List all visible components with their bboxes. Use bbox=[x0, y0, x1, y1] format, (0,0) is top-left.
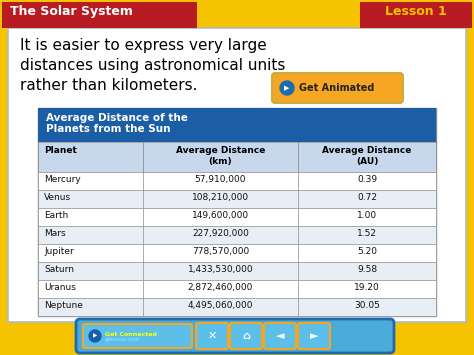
Bar bbox=[298, 226, 436, 244]
Bar bbox=[38, 142, 143, 172]
Circle shape bbox=[280, 81, 294, 95]
Bar bbox=[143, 172, 298, 190]
Text: Venus: Venus bbox=[44, 193, 71, 202]
Bar bbox=[38, 108, 436, 142]
Text: 9.58: 9.58 bbox=[357, 265, 377, 274]
Bar bbox=[38, 262, 143, 280]
Text: 108,210,000: 108,210,000 bbox=[192, 193, 249, 202]
Bar bbox=[143, 244, 298, 262]
Text: Planet: Planet bbox=[44, 146, 77, 155]
Bar bbox=[8, 28, 466, 322]
Text: Uranus: Uranus bbox=[44, 283, 76, 292]
Bar bbox=[298, 262, 436, 280]
Text: Saturn: Saturn bbox=[44, 265, 74, 274]
Text: Earth: Earth bbox=[44, 211, 68, 220]
Text: 2,872,460,000: 2,872,460,000 bbox=[188, 283, 253, 292]
Text: 19.20: 19.20 bbox=[354, 283, 380, 292]
Circle shape bbox=[89, 330, 101, 342]
Text: Mercury: Mercury bbox=[44, 175, 81, 184]
Text: 1.52: 1.52 bbox=[357, 229, 377, 238]
Text: It is easier to express very large: It is easier to express very large bbox=[20, 38, 267, 53]
Bar bbox=[298, 244, 436, 262]
Text: ►: ► bbox=[310, 331, 318, 341]
Bar bbox=[38, 298, 143, 316]
Text: 57,910,000: 57,910,000 bbox=[195, 175, 246, 184]
Bar bbox=[38, 108, 436, 316]
Bar bbox=[2, 2, 197, 28]
Bar bbox=[298, 190, 436, 208]
Text: 30.05: 30.05 bbox=[354, 301, 380, 310]
Bar bbox=[143, 190, 298, 208]
Text: Average Distance
(km): Average Distance (km) bbox=[176, 146, 265, 166]
Text: Mars: Mars bbox=[44, 229, 65, 238]
FancyBboxPatch shape bbox=[83, 324, 192, 348]
FancyBboxPatch shape bbox=[264, 323, 296, 349]
Text: ◄: ◄ bbox=[276, 331, 284, 341]
Bar bbox=[38, 226, 143, 244]
Text: ▶: ▶ bbox=[284, 85, 290, 91]
Text: ✕: ✕ bbox=[207, 331, 217, 341]
Text: ▶: ▶ bbox=[93, 333, 97, 339]
Text: Get Connected: Get Connected bbox=[105, 332, 157, 337]
Bar bbox=[38, 244, 143, 262]
Text: rather than kilometers.: rather than kilometers. bbox=[20, 78, 198, 93]
Text: Lesson 1: Lesson 1 bbox=[385, 5, 447, 18]
Text: Planets from the Sun: Planets from the Sun bbox=[46, 124, 171, 134]
FancyBboxPatch shape bbox=[76, 319, 394, 353]
Bar bbox=[38, 208, 143, 226]
Text: glencoe.com: glencoe.com bbox=[105, 338, 140, 343]
Text: 0.39: 0.39 bbox=[357, 175, 377, 184]
Bar bbox=[298, 142, 436, 172]
Bar bbox=[143, 142, 298, 172]
Text: 149,600,000: 149,600,000 bbox=[192, 211, 249, 220]
Text: Jupiter: Jupiter bbox=[44, 247, 74, 256]
Bar bbox=[360, 2, 472, 28]
Bar bbox=[298, 208, 436, 226]
Text: The Solar System: The Solar System bbox=[10, 5, 133, 18]
Bar bbox=[38, 172, 143, 190]
Bar bbox=[38, 190, 143, 208]
FancyBboxPatch shape bbox=[230, 323, 262, 349]
Text: 1,433,530,000: 1,433,530,000 bbox=[188, 265, 253, 274]
Text: 0.72: 0.72 bbox=[357, 193, 377, 202]
Text: 778,570,000: 778,570,000 bbox=[192, 247, 249, 256]
Bar bbox=[298, 298, 436, 316]
Bar bbox=[143, 262, 298, 280]
Text: 227,920,000: 227,920,000 bbox=[192, 229, 249, 238]
Text: ⌂: ⌂ bbox=[242, 331, 250, 341]
FancyBboxPatch shape bbox=[272, 73, 403, 103]
Text: 5.20: 5.20 bbox=[357, 247, 377, 256]
FancyBboxPatch shape bbox=[298, 323, 330, 349]
Bar bbox=[38, 280, 143, 298]
Bar bbox=[298, 172, 436, 190]
Bar bbox=[143, 226, 298, 244]
Text: Average Distance of the: Average Distance of the bbox=[46, 113, 188, 123]
Text: distances using astronomical units: distances using astronomical units bbox=[20, 58, 285, 73]
Bar bbox=[143, 280, 298, 298]
Text: 4,495,060,000: 4,495,060,000 bbox=[188, 301, 253, 310]
Text: Get Animated: Get Animated bbox=[299, 83, 374, 93]
Bar bbox=[143, 298, 298, 316]
Bar bbox=[298, 280, 436, 298]
Text: 1.00: 1.00 bbox=[357, 211, 377, 220]
Text: Neptune: Neptune bbox=[44, 301, 83, 310]
Bar bbox=[143, 208, 298, 226]
Text: Average Distance
(AU): Average Distance (AU) bbox=[322, 146, 412, 166]
FancyBboxPatch shape bbox=[196, 323, 228, 349]
